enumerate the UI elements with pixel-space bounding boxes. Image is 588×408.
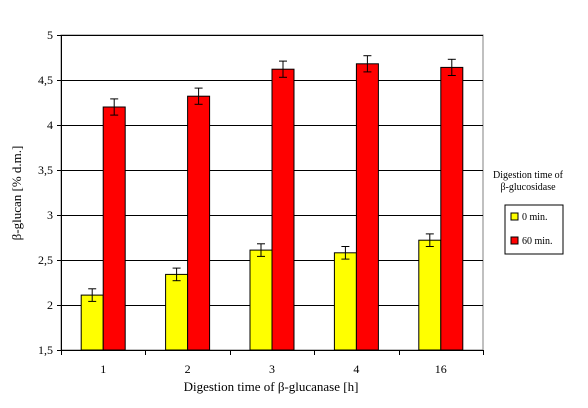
- x-tick-label: 1: [100, 362, 106, 376]
- y-tick-label: 2,5: [38, 253, 53, 267]
- legend: Digestion time of β-glucosidase 0 min. 60…: [493, 170, 564, 255]
- legend-box: [504, 204, 564, 255]
- bar-series1: [418, 239, 442, 351]
- y-tick-label: 3,5: [38, 163, 53, 177]
- x-tick-label: 2: [185, 362, 191, 376]
- x-tick-label: 16: [435, 362, 447, 376]
- bar-series1: [333, 252, 357, 351]
- y-tick-label: 2: [47, 298, 53, 312]
- legend-swatch: [510, 212, 519, 221]
- y-tick-labels: 1,5 2 2,5 3 3,5 4 4,5 5: [38, 28, 53, 357]
- error-bars: [88, 55, 456, 302]
- bar-series1: [80, 294, 104, 351]
- legend-title-line1: Digestion time of: [493, 170, 564, 181]
- legend-label: 0 min.: [522, 212, 548, 223]
- bar-series2: [440, 66, 464, 351]
- legend-swatch: [510, 236, 519, 245]
- bar-series2: [355, 63, 379, 351]
- legend-label: 60 min.: [522, 236, 553, 247]
- bars: [80, 63, 464, 351]
- y-tick-label: 4: [47, 118, 53, 132]
- y-tick-label: 1,5: [38, 343, 53, 357]
- bar-series2: [271, 68, 295, 351]
- y-tick-label: 4,5: [38, 73, 53, 87]
- bar-series1: [165, 273, 189, 351]
- x-tick-labels: 1 2 3 4 16: [100, 362, 447, 376]
- x-axis-title: Digestion time of β-glucanase [h]: [184, 379, 359, 394]
- x-tick-label: 3: [269, 362, 275, 376]
- bar-series2: [102, 106, 126, 351]
- legend-items: 0 min. 60 min.: [510, 212, 553, 247]
- bar-series2: [187, 95, 211, 351]
- axes: [57, 35, 484, 355]
- legend-title-line2: β-glucosidase: [500, 182, 556, 193]
- x-tick-label: 4: [353, 362, 359, 376]
- y-tick-label: 3: [47, 208, 53, 222]
- y-tick-label: 5: [47, 28, 53, 42]
- y-axis-title: β-glucan [% d.m.]: [9, 146, 24, 241]
- bar-series1: [249, 249, 273, 351]
